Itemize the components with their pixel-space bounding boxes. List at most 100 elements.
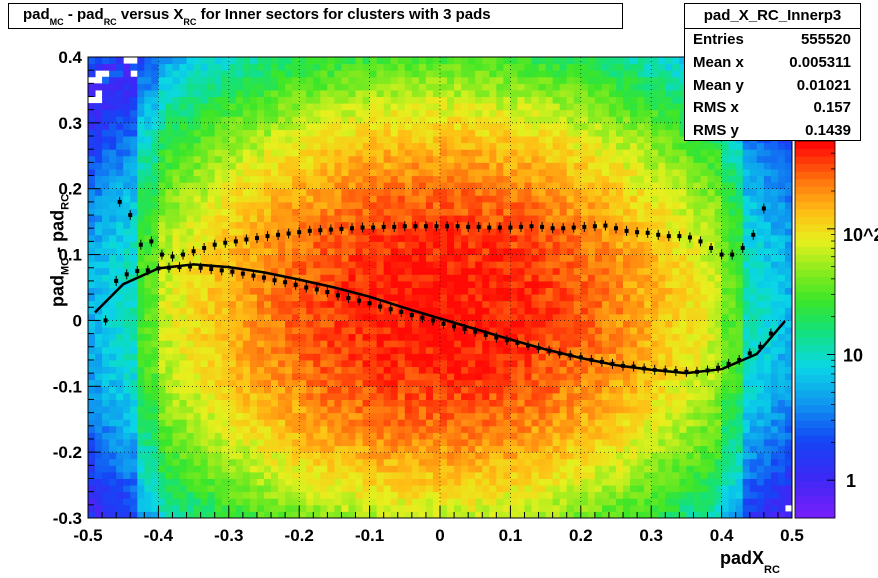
heatmap-bin — [580, 445, 589, 453]
heatmap-bin — [179, 471, 188, 479]
heatmap-bin — [116, 458, 124, 466]
heatmap-bin — [454, 168, 462, 177]
heatmap-bin — [580, 116, 589, 124]
heatmap-bin — [193, 458, 202, 466]
heatmap-bin — [130, 201, 138, 209]
heatmap-bin — [383, 142, 392, 150]
heatmap-bin — [306, 478, 314, 486]
heatmap-bin — [425, 300, 434, 308]
heatmap-bin — [383, 327, 392, 335]
heatmap-bin — [432, 195, 441, 203]
heatmap-bin — [109, 511, 117, 519]
heatmap-bin — [376, 175, 385, 183]
heatmap-bin — [334, 182, 342, 190]
heatmap-bin — [158, 320, 166, 328]
heatmap-bin — [461, 122, 469, 130]
heatmap-bin — [432, 175, 441, 183]
heatmap-bin — [165, 89, 173, 98]
heatmap-bin — [383, 149, 392, 157]
heatmap-bin — [566, 478, 575, 486]
heatmap-bin — [517, 70, 525, 78]
heatmap-bin — [376, 103, 385, 111]
heatmap-bin — [538, 83, 547, 91]
heatmap-bin — [552, 485, 561, 493]
heatmap-bin — [207, 353, 216, 361]
heatmap-bin — [221, 485, 230, 493]
heatmap-bin — [144, 63, 152, 71]
heatmap-bin — [489, 168, 497, 177]
heatmap-bin — [341, 313, 349, 321]
heatmap-bin — [207, 300, 216, 308]
heatmap-bin — [482, 234, 490, 242]
heatmap-bin — [397, 274, 406, 282]
heatmap-bin — [454, 419, 462, 427]
heatmap-bin — [404, 287, 413, 295]
heatmap-bin — [454, 366, 462, 374]
heatmap-bin — [383, 155, 392, 163]
heatmap-bin — [552, 109, 561, 117]
heatmap-bin — [292, 254, 300, 262]
heatmap-bin — [151, 340, 159, 348]
heatmap-bin — [411, 452, 420, 460]
heatmap-bin — [482, 438, 490, 447]
heatmap-bin — [369, 234, 378, 242]
heatmap-bin — [292, 195, 300, 203]
heatmap-bin — [228, 465, 237, 473]
heatmap-bin — [200, 168, 209, 177]
heatmap-bin — [390, 504, 399, 512]
heatmap-bin — [468, 96, 476, 104]
heatmap-bin — [411, 149, 420, 157]
heatmap-bin — [334, 327, 342, 335]
heatmap-bin — [440, 274, 448, 282]
heatmap-bin — [207, 399, 216, 407]
heatmap-bin — [207, 280, 216, 288]
heatmap-bin — [102, 76, 110, 84]
heatmap-bin — [489, 63, 497, 71]
heatmap-bin — [517, 155, 525, 163]
heatmap-bin — [411, 57, 420, 65]
heatmap-bin — [524, 392, 533, 400]
heatmap-bin — [228, 340, 237, 348]
heatmap-bin — [130, 247, 138, 256]
heatmap-bin — [193, 379, 202, 387]
heatmap-bin — [95, 247, 103, 256]
heatmap-bin — [390, 70, 399, 78]
heatmap-bin — [482, 399, 490, 407]
heatmap-bin — [432, 485, 441, 493]
heatmap-bin — [278, 465, 286, 473]
heatmap-bin — [256, 70, 265, 78]
heatmap-bin — [299, 438, 307, 447]
heatmap-bin — [214, 136, 223, 144]
heatmap-bin — [545, 287, 554, 295]
heatmap-bin — [123, 182, 131, 190]
heatmap-bin — [397, 116, 406, 124]
heatmap-bin — [200, 274, 209, 282]
heatmap-bin — [334, 373, 342, 381]
heatmap-bin — [256, 373, 265, 381]
heatmap-bin — [221, 452, 230, 460]
heatmap-bin — [397, 195, 406, 203]
heatmap-bin — [200, 498, 209, 506]
heatmap-bin — [299, 83, 307, 91]
heatmap-bin — [447, 89, 455, 98]
heatmap-bin — [425, 267, 434, 275]
heatmap-bin — [313, 432, 321, 440]
heatmap-bin — [214, 142, 223, 150]
heatmap-bin — [144, 327, 152, 335]
heatmap-bin — [158, 425, 166, 433]
heatmap-bin — [334, 392, 342, 400]
heatmap-bin — [144, 247, 152, 256]
heatmap-bin — [200, 452, 209, 460]
heatmap-bin — [235, 320, 244, 328]
heatmap-bin — [517, 511, 525, 519]
heatmap-bin — [440, 406, 448, 414]
heatmap-bin — [362, 182, 371, 190]
heatmap-bin — [404, 129, 413, 137]
heatmap-bin — [496, 300, 504, 308]
heatmap-bin — [179, 175, 188, 183]
heatmap-bin — [200, 406, 209, 414]
heatmap-bin — [256, 294, 265, 302]
heatmap-bin — [285, 57, 293, 65]
heatmap-bin — [130, 261, 138, 269]
heatmap-bin — [95, 63, 103, 71]
